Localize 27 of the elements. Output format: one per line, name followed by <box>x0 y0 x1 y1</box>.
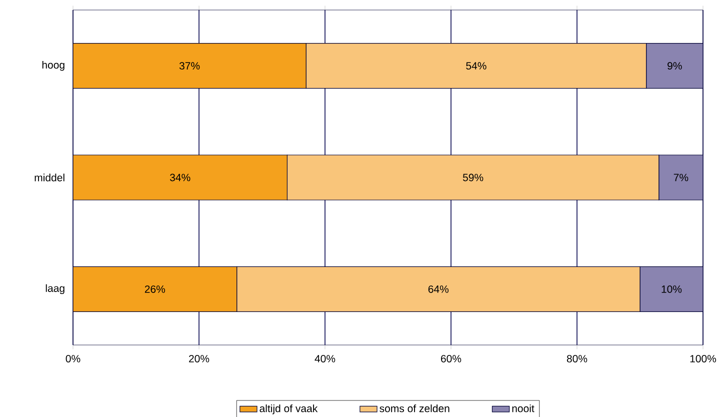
data-label: 64% <box>428 285 449 293</box>
data-label: 34% <box>170 174 190 182</box>
x-tick-label: 60% <box>441 354 462 362</box>
data-label: 59% <box>462 174 484 182</box>
y-tick-label: hoog <box>42 60 64 71</box>
legend-label: nooit <box>512 404 534 412</box>
data-label: 10% <box>662 285 682 293</box>
bar <box>73 266 238 312</box>
bar <box>646 43 703 89</box>
y-tick-label: middel <box>34 174 64 182</box>
bar <box>73 154 288 200</box>
bar <box>73 43 306 89</box>
x-tick-label: 100% <box>690 354 716 362</box>
bar <box>640 266 703 312</box>
x-tick-label: 80% <box>566 354 588 362</box>
y-tick-label: laag <box>46 284 64 294</box>
legend-label: soms of zelden <box>380 404 450 412</box>
data-label: 54% <box>466 62 486 70</box>
data-label: 26% <box>144 285 166 293</box>
legend-label: altijd of vaak <box>260 404 318 414</box>
x-tick-label: 0% <box>66 354 80 362</box>
x-tick-label: 40% <box>314 354 336 362</box>
x-tick-label: 20% <box>189 354 210 362</box>
data-label: 9% <box>668 62 682 70</box>
data-label: 37% <box>179 62 200 70</box>
data-label: 7% <box>674 174 688 182</box>
bar <box>658 154 703 200</box>
